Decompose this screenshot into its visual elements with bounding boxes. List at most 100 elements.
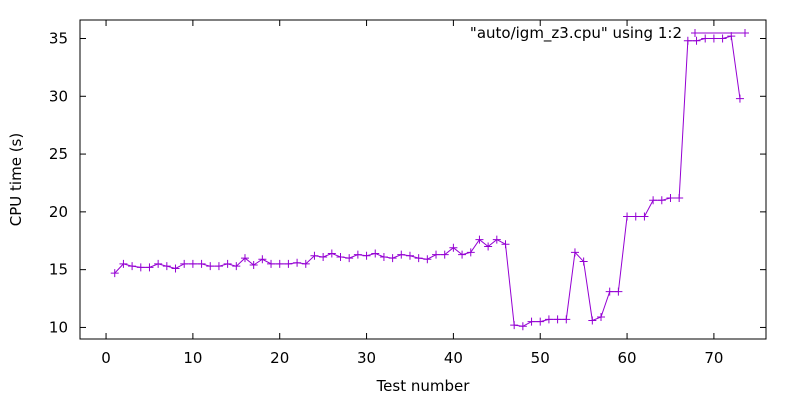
- data-point: [501, 240, 510, 249]
- data-point: [718, 34, 727, 43]
- x-tick-label: 0: [101, 349, 111, 367]
- x-tick-label: 50: [531, 349, 550, 367]
- data-point: [614, 287, 623, 296]
- data-point: [709, 34, 718, 43]
- data-point: [119, 259, 128, 268]
- data-point: [301, 259, 310, 268]
- data-point: [284, 259, 293, 268]
- data-point: [683, 36, 692, 45]
- data-point: [388, 254, 397, 263]
- data-point: [310, 251, 319, 260]
- data-point: [180, 259, 189, 268]
- x-axis-label: Test number: [376, 377, 471, 395]
- data-point: [484, 242, 493, 251]
- legend-markers: [691, 29, 749, 37]
- data-point: [544, 315, 553, 324]
- data-point: [735, 94, 744, 103]
- y-tick-label: 25: [49, 145, 68, 163]
- data-point: [353, 250, 362, 259]
- data-point: [327, 249, 336, 258]
- data-point: [362, 251, 371, 260]
- data-point: [466, 248, 475, 257]
- legend-marker: [741, 29, 749, 37]
- data-point: [145, 263, 154, 272]
- data-point: [110, 269, 119, 278]
- data-point: [458, 250, 467, 259]
- data-point: [579, 257, 588, 266]
- data-point: [475, 235, 484, 244]
- data-point: [675, 193, 684, 202]
- data-point: [692, 36, 701, 45]
- data-point: [727, 32, 736, 41]
- data-point: [518, 322, 527, 331]
- data-point: [154, 259, 163, 268]
- x-tick-label: 10: [183, 349, 202, 367]
- data-point: [570, 248, 579, 257]
- data-point: [649, 196, 658, 205]
- plot-frame: [79, 19, 767, 340]
- y-tick-label: 15: [49, 261, 68, 279]
- data-point: [275, 259, 284, 268]
- data-point: [128, 262, 137, 271]
- data-point: [536, 317, 545, 326]
- data-point: [666, 193, 675, 202]
- y-tick-label: 10: [49, 318, 68, 336]
- data-point: [701, 34, 710, 43]
- x-tick-label: 40: [444, 349, 463, 367]
- y-tick-label: 35: [49, 29, 68, 47]
- data-point: [588, 316, 597, 325]
- legend-marker: [691, 29, 699, 37]
- data-point: [492, 235, 501, 244]
- data-point: [197, 259, 206, 268]
- data-point: [371, 249, 380, 258]
- x-tick-label: 60: [618, 349, 637, 367]
- data-point: [657, 196, 666, 205]
- y-axis: 10 15 20 25 30 35: [49, 29, 766, 336]
- data-point: [553, 315, 562, 324]
- data-point: [240, 254, 249, 263]
- legend-label: "auto/igm_z3.cpu" using 1:2: [470, 24, 682, 43]
- data-point: [336, 252, 345, 261]
- data-point: [206, 262, 215, 271]
- data-point: [379, 252, 388, 261]
- data-point: [631, 212, 640, 221]
- data-point: [440, 250, 449, 259]
- data-point: [319, 252, 328, 261]
- data-point: [188, 259, 197, 268]
- data-point: [640, 212, 649, 221]
- data-point: [562, 315, 571, 324]
- data-point: [432, 250, 441, 259]
- data-point: [345, 254, 354, 263]
- data-point: [171, 264, 180, 273]
- data-point: [414, 254, 423, 263]
- legend: "auto/igm_z3.cpu" using 1:2: [470, 24, 749, 43]
- data-point: [405, 251, 414, 260]
- data-point: [397, 250, 406, 259]
- data-point: [214, 262, 223, 271]
- data-point: [232, 262, 241, 271]
- data-point: [510, 321, 519, 330]
- x-tick-label: 30: [357, 349, 376, 367]
- data-point: [162, 262, 171, 271]
- data-point: [623, 212, 632, 221]
- data-point: [449, 243, 458, 252]
- y-tick-label: 20: [49, 203, 68, 221]
- data-point: [249, 261, 258, 270]
- x-tick-label: 20: [270, 349, 289, 367]
- x-tick-label: 70: [704, 349, 723, 367]
- y-axis-label: CPU time (s): [7, 133, 25, 226]
- series-line: [114, 35, 741, 327]
- data-point: [293, 258, 302, 267]
- x-axis: 0 10 20 30 40 50 60 70: [101, 20, 723, 367]
- y-tick-label: 30: [49, 87, 68, 105]
- data-point: [223, 259, 232, 268]
- data-point: [527, 317, 536, 326]
- data-point: [597, 313, 606, 322]
- data-point: [267, 259, 276, 268]
- plot-marks: [110, 32, 744, 331]
- data-point: [258, 255, 267, 264]
- data-point: [605, 287, 614, 296]
- data-point: [423, 255, 432, 264]
- data-point: [136, 263, 145, 272]
